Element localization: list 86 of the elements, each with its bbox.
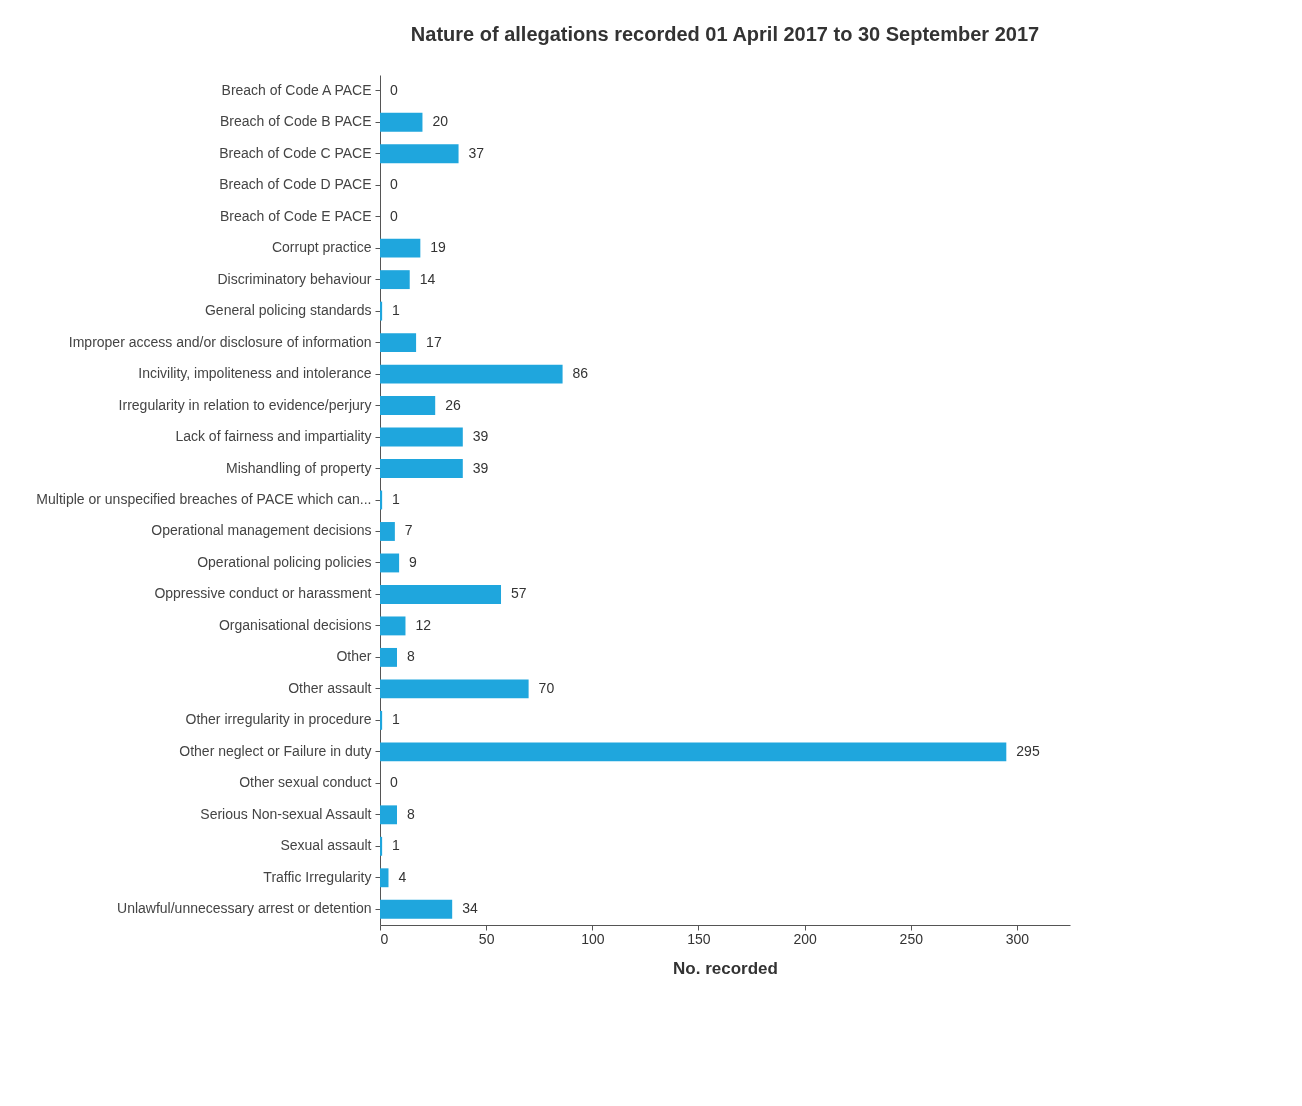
x-axis-title: No. recorded (673, 958, 778, 978)
bar (380, 238, 421, 258)
y-tick-label: Breach of Code B PACE (220, 113, 372, 130)
y-tick-label: Incivility, impoliteness and intolerance (138, 365, 372, 382)
data-label: 7 (404, 522, 413, 539)
bar (380, 710, 383, 730)
bar (380, 459, 463, 478)
data-label: 0 (390, 176, 398, 193)
data-label: 0 (390, 774, 398, 791)
y-tick-label: Corrupt practice (271, 239, 372, 256)
bar (380, 333, 417, 353)
y-tick-label: Traffic Irregularity (263, 868, 372, 885)
bar (380, 647, 397, 667)
data-label: 34 (462, 900, 478, 917)
data-label: 295 (1016, 742, 1040, 759)
bar (380, 396, 436, 415)
data-label: 1 (392, 711, 401, 728)
y-tick-label: Lack of fairness and impartiality (175, 428, 372, 445)
y-tick-label: General policing standards (204, 302, 372, 319)
bar (380, 742, 1007, 762)
data-label: 1 (392, 302, 401, 319)
x-tick-label: 300 (1005, 930, 1030, 947)
bar (380, 679, 529, 699)
y-tick-label: Oppressive conduct or harassment (154, 585, 372, 602)
x-tick-label: 100 (581, 930, 605, 947)
data-label: 17 (426, 333, 442, 350)
y-tick-label: Unlawful/unnecessary arrest or detention (117, 900, 372, 917)
data-label: 39 (472, 428, 489, 445)
bar (380, 270, 410, 290)
y-tick-label: Mishandling of property (225, 459, 372, 476)
chart-title: Nature of allegations recorded 01 April 2017 to 30 September 2017 (410, 23, 1040, 45)
bar (380, 364, 563, 384)
bar (380, 836, 383, 856)
bar (380, 553, 400, 573)
data-label: 0 (390, 81, 398, 98)
y-tick-label: Breach of Code A PACE (221, 81, 372, 98)
data-label: 26 (445, 396, 461, 413)
y-tick-label: Irregularity in relation to evidence/perjury (118, 396, 372, 413)
data-label: 9 (409, 553, 418, 570)
y-tick-label: Other assault (288, 679, 372, 696)
bar (380, 868, 389, 888)
x-tick-label: 50 (478, 930, 495, 947)
bar (380, 805, 397, 825)
y-tick-label: Sexual assault (280, 837, 372, 854)
y-tick-label: Discriminatory behaviour (217, 270, 372, 287)
y-tick-label: Operational policing policies (197, 553, 372, 570)
y-tick-label: Improper access and/or disclosure of information (68, 333, 372, 350)
y-tick-label: Other (336, 648, 372, 665)
y-tick-label: Operational management decisions (151, 522, 372, 539)
data-label: 39 (472, 459, 489, 476)
y-tick-label: Breach of Code C PACE (219, 144, 372, 161)
x-tick-label: 200 (793, 930, 818, 947)
data-label: 20 (432, 113, 449, 130)
y-tick-label: Breach of Code D PACE (219, 176, 372, 193)
data-label: 12 (415, 616, 432, 633)
y-tick-label: Other neglect or Failure in duty (179, 742, 372, 759)
data-label: 8 (406, 648, 415, 665)
bar (380, 301, 383, 321)
y-tick-label: Serious Non-sexual Assault (200, 805, 372, 822)
bar (380, 112, 423, 132)
y-tick-label: Other sexual conduct (239, 774, 372, 791)
x-tick-label: 250 (899, 930, 924, 947)
data-label: 70 (538, 679, 555, 696)
data-label: 1 (392, 837, 401, 854)
data-label: 0 (390, 207, 398, 224)
x-tick-label: 150 (687, 930, 711, 947)
data-label: 1 (392, 491, 401, 507)
data-label: 4 (398, 868, 407, 885)
data-label: 14 (419, 270, 436, 287)
bar (380, 144, 459, 164)
data-label: 8 (406, 805, 415, 822)
bar (380, 616, 406, 636)
bar (380, 522, 395, 541)
data-label: 37 (468, 144, 485, 161)
x-tick-label: 0 (380, 930, 389, 947)
bar (380, 585, 502, 604)
bar (380, 899, 453, 919)
bar (380, 427, 463, 447)
y-tick-label: Multiple or unspecified breaches of PACE which can... (36, 491, 372, 507)
data-label: 19 (430, 239, 447, 256)
data-label: 86 (572, 365, 589, 382)
y-tick-label: Other irregularity in procedure (185, 711, 372, 728)
y-tick-label: Organisational decisions (218, 616, 372, 633)
y-tick-label: Breach of Code E PACE (220, 207, 372, 224)
bar (380, 490, 383, 510)
data-label: 57 (511, 585, 527, 602)
